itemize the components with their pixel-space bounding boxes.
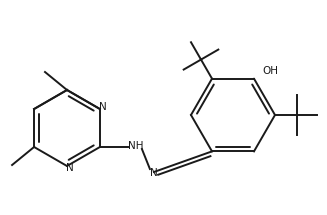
Text: NH: NH [128,141,144,151]
Text: N: N [66,163,74,173]
Text: OH: OH [262,66,278,76]
Text: N: N [150,168,158,178]
Text: N: N [99,102,107,112]
